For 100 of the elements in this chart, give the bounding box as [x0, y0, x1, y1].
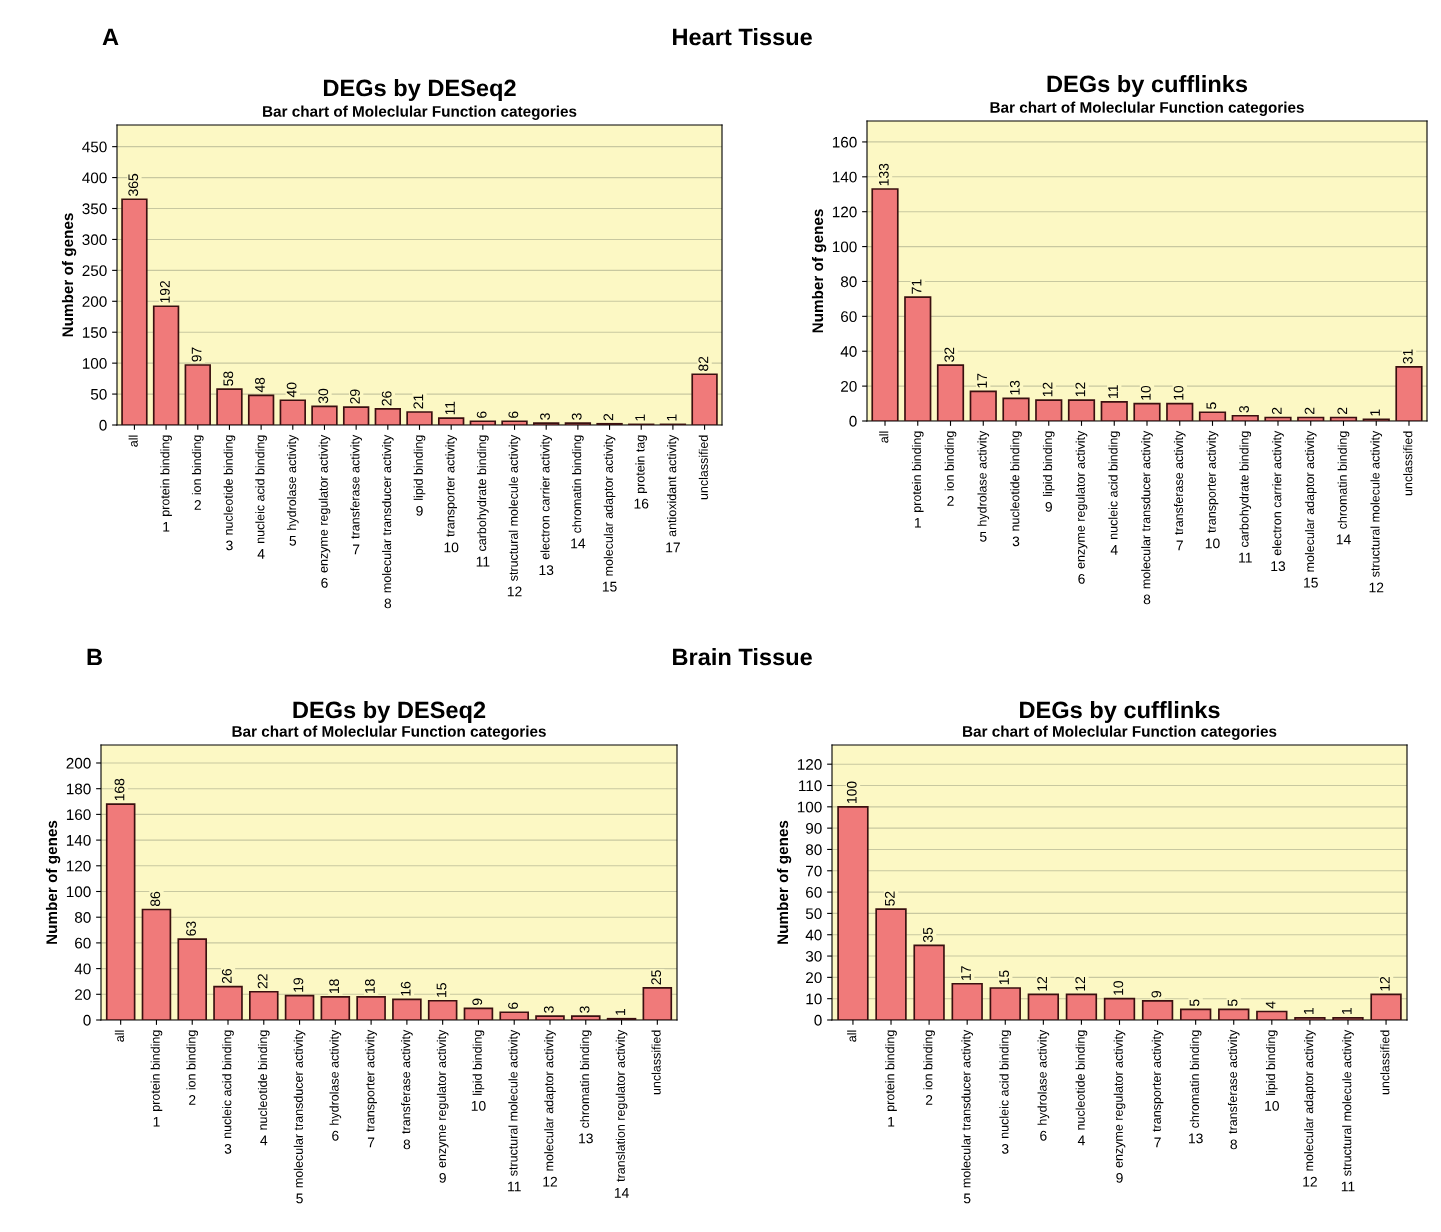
data-label: 97 [191, 347, 202, 362]
text: 6 [1040, 1130, 1047, 1141]
text: 4 [257, 549, 265, 559]
y-tick-label: 350 [82, 203, 107, 215]
data-label: 35 [923, 927, 933, 943]
text: 2 [925, 1095, 933, 1105]
data-label: 15 [999, 970, 1009, 985]
y-tick-label: 90 [806, 823, 822, 834]
data-label: 18 [329, 979, 340, 994]
bar [951, 982, 983, 1020]
data-label: 26 [221, 968, 232, 984]
x-tick-label: molecular adaptor activity [1304, 1029, 1316, 1171]
text: 8 [1230, 1139, 1237, 1150]
text: 10 [444, 542, 459, 553]
data-label: 9 [1151, 990, 1162, 998]
bar [1133, 402, 1161, 421]
x-tick-label: transporter activity [1151, 1029, 1164, 1132]
bar [427, 999, 458, 1020]
chart-title: DEGs by DESeq2 [293, 700, 486, 723]
bar [1256, 1010, 1288, 1020]
text: 2 [194, 500, 201, 510]
x-tick-label: nucleotide binding [257, 1030, 270, 1130]
y-tick-label: 200 [66, 757, 91, 769]
x-tick-label: protein binding [150, 1030, 163, 1111]
x-tick-label: molecular transducer activity [961, 1029, 974, 1188]
text: 4 [1110, 545, 1118, 555]
text: 8 [403, 1139, 411, 1150]
text: 1 [163, 521, 170, 532]
y-tick-label: 0 [83, 1014, 91, 1026]
y-axis-title: Number of genes [776, 820, 792, 944]
x-tick-label: enzyme regulator activity [1075, 430, 1088, 569]
y-tick-label: 160 [832, 136, 857, 148]
bar [1100, 400, 1128, 421]
x-tick-label: ion binding [923, 1030, 935, 1090]
x-tick-label: protein binding [160, 435, 172, 516]
x-tick-label: all [128, 435, 138, 447]
y-tick-label: 140 [832, 171, 857, 183]
text: 12 [543, 1176, 558, 1187]
text: B [87, 648, 102, 666]
bar [392, 998, 422, 1020]
y-axis-title: Number of genes [45, 820, 61, 944]
data-label: 168 [114, 778, 125, 801]
x-tick-label: molecular adaptor activity [544, 1029, 556, 1171]
x-tick-label: hydrolase activity [977, 430, 990, 526]
data-label: 16 [400, 981, 411, 996]
data-label: 6 [476, 411, 487, 418]
text: 8 [1143, 594, 1151, 605]
text: 17 [666, 542, 680, 553]
text: 12 [1303, 1176, 1317, 1187]
y-tick-label: 50 [90, 388, 107, 400]
y-tick-label: 120 [832, 206, 857, 218]
data-label: 5 [1206, 402, 1217, 409]
x-tick-label: protein binding [885, 1030, 897, 1111]
text: 7 [1176, 540, 1183, 551]
data-label: 12 [1042, 382, 1053, 397]
y-tick-label: 40 [840, 346, 857, 357]
data-label: 3 [543, 1006, 554, 1013]
y-tick-label: 250 [82, 265, 107, 277]
text: 2 [947, 496, 954, 506]
chart-subtitle: Bar chart of Moleclular Function categories [263, 105, 577, 120]
text: 9 [439, 1172, 446, 1183]
x-tick-label: enzyme regulator activity [1113, 1029, 1126, 1168]
data-label: 17 [961, 966, 971, 980]
data-label: 10 [1113, 981, 1124, 995]
x-tick-label: enzyme regulator activity [318, 434, 331, 573]
x-tick-label: unclassified [1380, 1030, 1390, 1095]
x-tick-label: translation regulator activity [615, 1029, 628, 1182]
text: 1 [914, 517, 921, 528]
data-label: 192 [159, 280, 170, 303]
data-label: 25 [651, 970, 662, 985]
bar [837, 805, 869, 1020]
bar [1297, 416, 1325, 421]
text: 3 [224, 1143, 232, 1154]
data-label: 12 [1037, 976, 1047, 991]
data-label: 1 [635, 414, 645, 421]
text: 3 [1012, 536, 1020, 547]
x-tick-label: nucleic acid binding [999, 1030, 1012, 1138]
bar [1035, 399, 1063, 421]
text: 6 [332, 1130, 339, 1141]
x-tick-label: transporter activity [365, 1029, 377, 1132]
bar [1065, 993, 1098, 1020]
bar [342, 406, 370, 425]
text: A [102, 28, 119, 46]
bar [913, 944, 945, 1020]
x-tick-label: nucleotide binding [1010, 431, 1022, 531]
text: 8 [384, 598, 392, 609]
x-tick-label: chromatin binding [1337, 431, 1350, 529]
text: 12 [507, 586, 522, 597]
text: 11 [508, 1181, 521, 1192]
x-tick-label: hydrolase activity [1037, 1029, 1050, 1125]
text: 10 [1265, 1100, 1279, 1111]
chart-subtitle: Bar chart of Moleclular Function categories [990, 101, 1304, 116]
text: 7 [367, 1137, 375, 1148]
data-label: 2 [603, 413, 614, 421]
bar [501, 420, 528, 425]
text: 11 [476, 556, 490, 567]
data-label: 13 [1009, 380, 1020, 395]
x-tick-label: transferase activity [401, 1029, 413, 1134]
x-tick-label: molecular transducer activity [382, 434, 394, 593]
data-label: 1 [1342, 1008, 1352, 1015]
